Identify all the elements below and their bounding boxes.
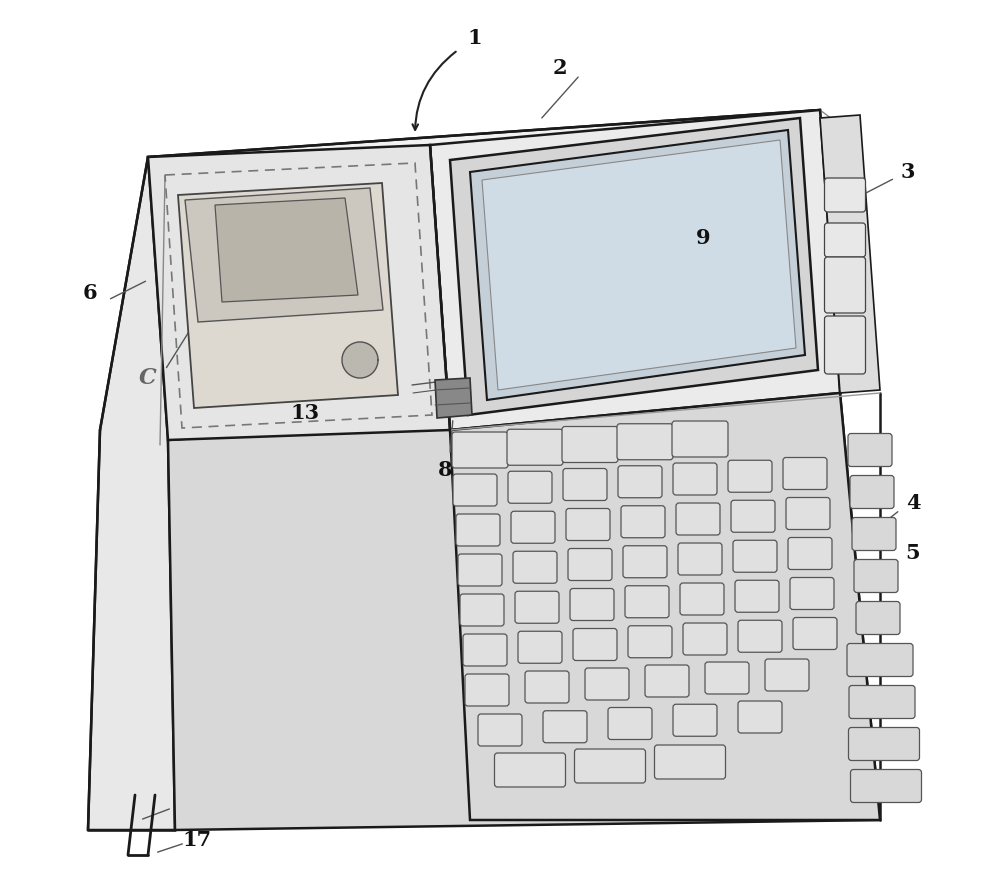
FancyBboxPatch shape	[848, 727, 920, 761]
FancyBboxPatch shape	[623, 546, 667, 577]
Text: 3: 3	[901, 162, 915, 182]
Polygon shape	[215, 198, 358, 302]
FancyBboxPatch shape	[793, 617, 837, 650]
Text: 2: 2	[553, 58, 567, 78]
FancyBboxPatch shape	[511, 511, 555, 544]
FancyBboxPatch shape	[654, 745, 726, 779]
FancyBboxPatch shape	[573, 628, 617, 660]
Text: 13: 13	[290, 403, 320, 423]
FancyBboxPatch shape	[525, 671, 569, 703]
FancyBboxPatch shape	[705, 662, 749, 694]
FancyBboxPatch shape	[852, 518, 896, 551]
FancyBboxPatch shape	[458, 554, 502, 586]
FancyBboxPatch shape	[738, 701, 782, 733]
FancyBboxPatch shape	[460, 594, 504, 626]
FancyBboxPatch shape	[790, 577, 834, 609]
Text: C: C	[139, 367, 157, 389]
FancyBboxPatch shape	[856, 601, 900, 634]
FancyBboxPatch shape	[849, 685, 915, 718]
FancyBboxPatch shape	[625, 585, 669, 617]
FancyBboxPatch shape	[847, 643, 913, 676]
FancyBboxPatch shape	[824, 257, 866, 313]
FancyBboxPatch shape	[507, 429, 563, 465]
FancyBboxPatch shape	[513, 552, 557, 584]
FancyBboxPatch shape	[453, 474, 497, 506]
Polygon shape	[430, 110, 840, 430]
Polygon shape	[148, 110, 840, 440]
FancyBboxPatch shape	[738, 620, 782, 652]
Polygon shape	[482, 140, 796, 390]
Polygon shape	[435, 378, 472, 418]
FancyBboxPatch shape	[824, 178, 866, 212]
FancyBboxPatch shape	[735, 580, 779, 612]
FancyBboxPatch shape	[850, 770, 922, 803]
FancyBboxPatch shape	[570, 588, 614, 620]
FancyBboxPatch shape	[786, 497, 830, 529]
Polygon shape	[450, 393, 880, 820]
FancyBboxPatch shape	[731, 500, 775, 532]
FancyBboxPatch shape	[621, 506, 665, 538]
FancyBboxPatch shape	[585, 668, 629, 700]
FancyBboxPatch shape	[563, 469, 607, 501]
FancyBboxPatch shape	[543, 711, 587, 743]
FancyBboxPatch shape	[495, 753, 566, 787]
FancyBboxPatch shape	[848, 434, 892, 467]
Polygon shape	[185, 188, 383, 322]
Polygon shape	[148, 145, 450, 440]
Text: 9: 9	[696, 228, 710, 248]
Polygon shape	[820, 115, 880, 393]
FancyBboxPatch shape	[765, 659, 809, 691]
FancyBboxPatch shape	[854, 560, 898, 593]
FancyBboxPatch shape	[463, 634, 507, 666]
Polygon shape	[470, 130, 805, 400]
FancyBboxPatch shape	[733, 540, 777, 572]
FancyBboxPatch shape	[508, 471, 552, 503]
FancyBboxPatch shape	[568, 549, 612, 581]
FancyBboxPatch shape	[783, 457, 827, 489]
FancyBboxPatch shape	[673, 463, 717, 495]
FancyBboxPatch shape	[824, 316, 866, 374]
FancyBboxPatch shape	[788, 537, 832, 569]
FancyBboxPatch shape	[683, 623, 727, 655]
FancyBboxPatch shape	[608, 707, 652, 740]
FancyBboxPatch shape	[618, 466, 662, 498]
Text: 17: 17	[182, 830, 212, 850]
FancyBboxPatch shape	[456, 514, 500, 546]
Polygon shape	[88, 157, 175, 830]
FancyBboxPatch shape	[562, 427, 618, 462]
FancyBboxPatch shape	[676, 503, 720, 535]
Polygon shape	[168, 393, 880, 830]
FancyBboxPatch shape	[645, 665, 689, 697]
FancyBboxPatch shape	[478, 714, 522, 746]
FancyBboxPatch shape	[678, 543, 722, 575]
FancyBboxPatch shape	[680, 583, 724, 615]
Text: 4: 4	[906, 493, 920, 513]
Text: 1: 1	[468, 28, 482, 48]
Text: 8: 8	[438, 460, 452, 480]
FancyBboxPatch shape	[452, 432, 508, 468]
FancyBboxPatch shape	[617, 424, 673, 460]
FancyBboxPatch shape	[728, 461, 772, 492]
FancyBboxPatch shape	[515, 592, 559, 623]
FancyBboxPatch shape	[672, 421, 728, 457]
FancyBboxPatch shape	[824, 223, 866, 257]
FancyBboxPatch shape	[518, 631, 562, 663]
FancyBboxPatch shape	[850, 476, 894, 509]
Text: 6: 6	[83, 283, 97, 303]
FancyBboxPatch shape	[628, 625, 672, 658]
Polygon shape	[342, 342, 378, 378]
FancyBboxPatch shape	[465, 674, 509, 706]
FancyBboxPatch shape	[673, 704, 717, 736]
FancyBboxPatch shape	[574, 749, 646, 783]
Polygon shape	[450, 118, 818, 415]
Polygon shape	[178, 183, 398, 408]
FancyBboxPatch shape	[566, 509, 610, 541]
Text: 5: 5	[906, 543, 920, 563]
